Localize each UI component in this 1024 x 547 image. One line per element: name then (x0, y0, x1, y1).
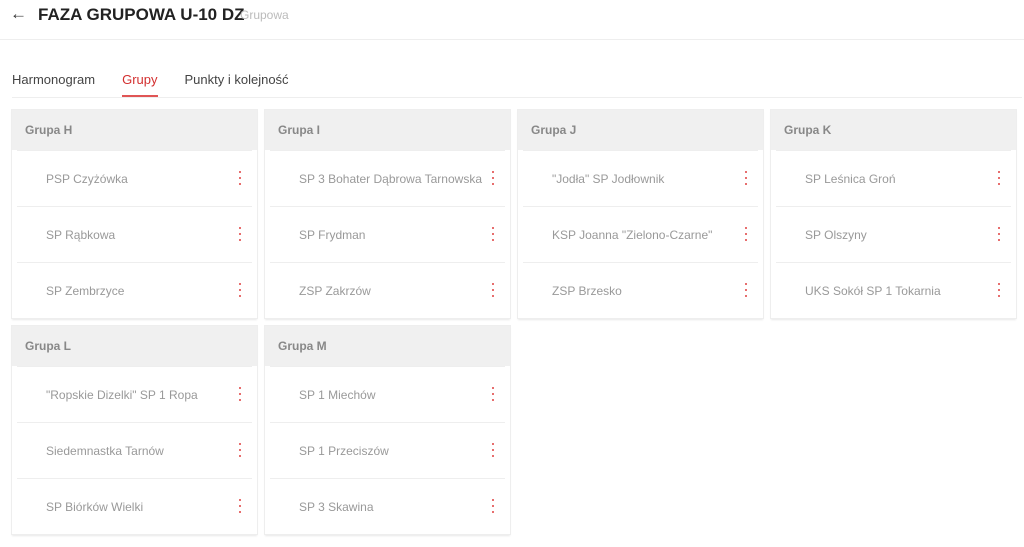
team-row: SP 1 Przeciszów (270, 422, 505, 478)
tab-harmonogram[interactable]: Harmonogram (12, 72, 96, 87)
more-vertical-icon[interactable] (743, 281, 749, 299)
group-title: Grupa H (12, 110, 257, 150)
group-card: Grupa I SP 3 Bohater Dąbrowa Tarnowska SP … (265, 110, 510, 318)
team-name: Siedemnastka Tarnów (46, 444, 164, 458)
team-name: "Jodła" SP Jodłownik (552, 172, 665, 186)
more-vertical-icon[interactable] (237, 385, 243, 403)
more-vertical-icon[interactable] (743, 225, 749, 243)
team-row: SP 3 Bohater Dąbrowa Tarnowska (270, 150, 505, 206)
team-name: SP 3 Bohater Dąbrowa Tarnowska (299, 172, 482, 186)
team-row: SP Rąbkowa (17, 206, 252, 262)
tab-bar: Harmonogram Grupy Punkty i kolejność (12, 70, 1022, 98)
team-name: SP 1 Przeciszów (299, 444, 389, 458)
group-title: Grupa J (518, 110, 763, 150)
group-card: Grupa H PSP Czyżówka SP Rąbkowa SP Zembrzyc… (12, 110, 257, 318)
group-title: Grupa K (771, 110, 1016, 150)
team-row: SP 1 Miechów (270, 366, 505, 422)
team-name: SP Rąbkowa (46, 228, 116, 242)
team-row: ZSP Brzesko (523, 262, 758, 318)
team-row: ZSP Zakrzów (270, 262, 505, 318)
group-card: Grupa J "Jodła" SP Jodłownik KSP Joanna "Z… (518, 110, 763, 318)
team-name: SP Zembrzyce (46, 284, 125, 298)
team-row: KSP Joanna "Zielono-Czarne" (523, 206, 758, 262)
team-row: "Ropskie Dizelki" SP 1 Ropa (17, 366, 252, 422)
more-vertical-icon[interactable] (996, 225, 1002, 243)
page-subtitle: Grupowa (240, 8, 289, 22)
group-title: Grupa M (265, 326, 510, 366)
page-title: FAZA GRUPOWA U-10 DZ (38, 5, 245, 24)
groups-grid: Grupa H PSP Czyżówka SP Rąbkowa SP Zembrzyc… (12, 110, 1016, 534)
more-vertical-icon[interactable] (237, 497, 243, 515)
team-name: PSP Czyżówka (46, 172, 128, 186)
team-name: ZSP Brzesko (552, 284, 622, 298)
team-name: SP Frydman (299, 228, 366, 242)
team-name: SP Biórków Wielki (46, 500, 144, 514)
more-vertical-icon[interactable] (996, 169, 1002, 187)
group-card: Grupa L "Ropskie Dizelki" SP 1 Ropa Siedem… (12, 326, 257, 534)
team-name: SP 1 Miechów (299, 388, 376, 402)
team-row: PSP Czyżówka (17, 150, 252, 206)
more-vertical-icon[interactable] (490, 281, 496, 299)
tab-punkty[interactable]: Punkty i kolejność (184, 72, 289, 87)
more-vertical-icon[interactable] (237, 441, 243, 459)
group-title: Grupa I (265, 110, 510, 150)
more-vertical-icon[interactable] (490, 385, 496, 403)
team-row: SP Olszyny (776, 206, 1011, 262)
team-row: "Jodła" SP Jodłownik (523, 150, 758, 206)
tab-grupy[interactable]: Grupy (122, 70, 158, 97)
team-name: SP 3 Skawina (299, 500, 374, 514)
group-card: Grupa K SP Leśnica Groń SP Olszyny UKS Sokó… (771, 110, 1016, 318)
team-row: SP Biórków Wielki (17, 478, 252, 534)
team-name: SP Leśnica Groń (805, 172, 896, 186)
team-name: KSP Joanna "Zielono-Czarne" (552, 228, 713, 242)
page-header: ← FAZA GRUPOWA U-10 DZ Grupowa (0, 0, 1024, 40)
team-name: "Ropskie Dizelki" SP 1 Ropa (46, 388, 198, 402)
team-row: SP Zembrzyce (17, 262, 252, 318)
team-name: SP Olszyny (805, 228, 867, 242)
team-row: SP Frydman (270, 206, 505, 262)
more-vertical-icon[interactable] (743, 169, 749, 187)
arrow-left-icon[interactable]: ← (10, 4, 27, 23)
more-vertical-icon[interactable] (490, 225, 496, 243)
more-vertical-icon[interactable] (490, 441, 496, 459)
group-title: Grupa L (12, 326, 257, 366)
team-name: UKS Sokół SP 1 Tokarnia (805, 284, 941, 298)
team-row: SP Leśnica Groń (776, 150, 1011, 206)
more-vertical-icon[interactable] (237, 281, 243, 299)
more-vertical-icon[interactable] (490, 169, 496, 187)
team-row: Siedemnastka Tarnów (17, 422, 252, 478)
team-row: SP 3 Skawina (270, 478, 505, 534)
group-card: Grupa M SP 1 Miechów SP 1 Przeciszów SP 3 S… (265, 326, 510, 534)
more-vertical-icon[interactable] (237, 225, 243, 243)
more-vertical-icon[interactable] (996, 281, 1002, 299)
more-vertical-icon[interactable] (490, 497, 496, 515)
more-vertical-icon[interactable] (237, 169, 243, 187)
team-row: UKS Sokół SP 1 Tokarnia (776, 262, 1011, 318)
team-name: ZSP Zakrzów (299, 284, 371, 298)
